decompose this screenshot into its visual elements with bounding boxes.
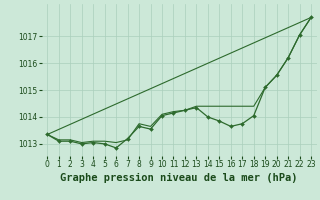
X-axis label: Graphe pression niveau de la mer (hPa): Graphe pression niveau de la mer (hPa)	[60, 173, 298, 183]
